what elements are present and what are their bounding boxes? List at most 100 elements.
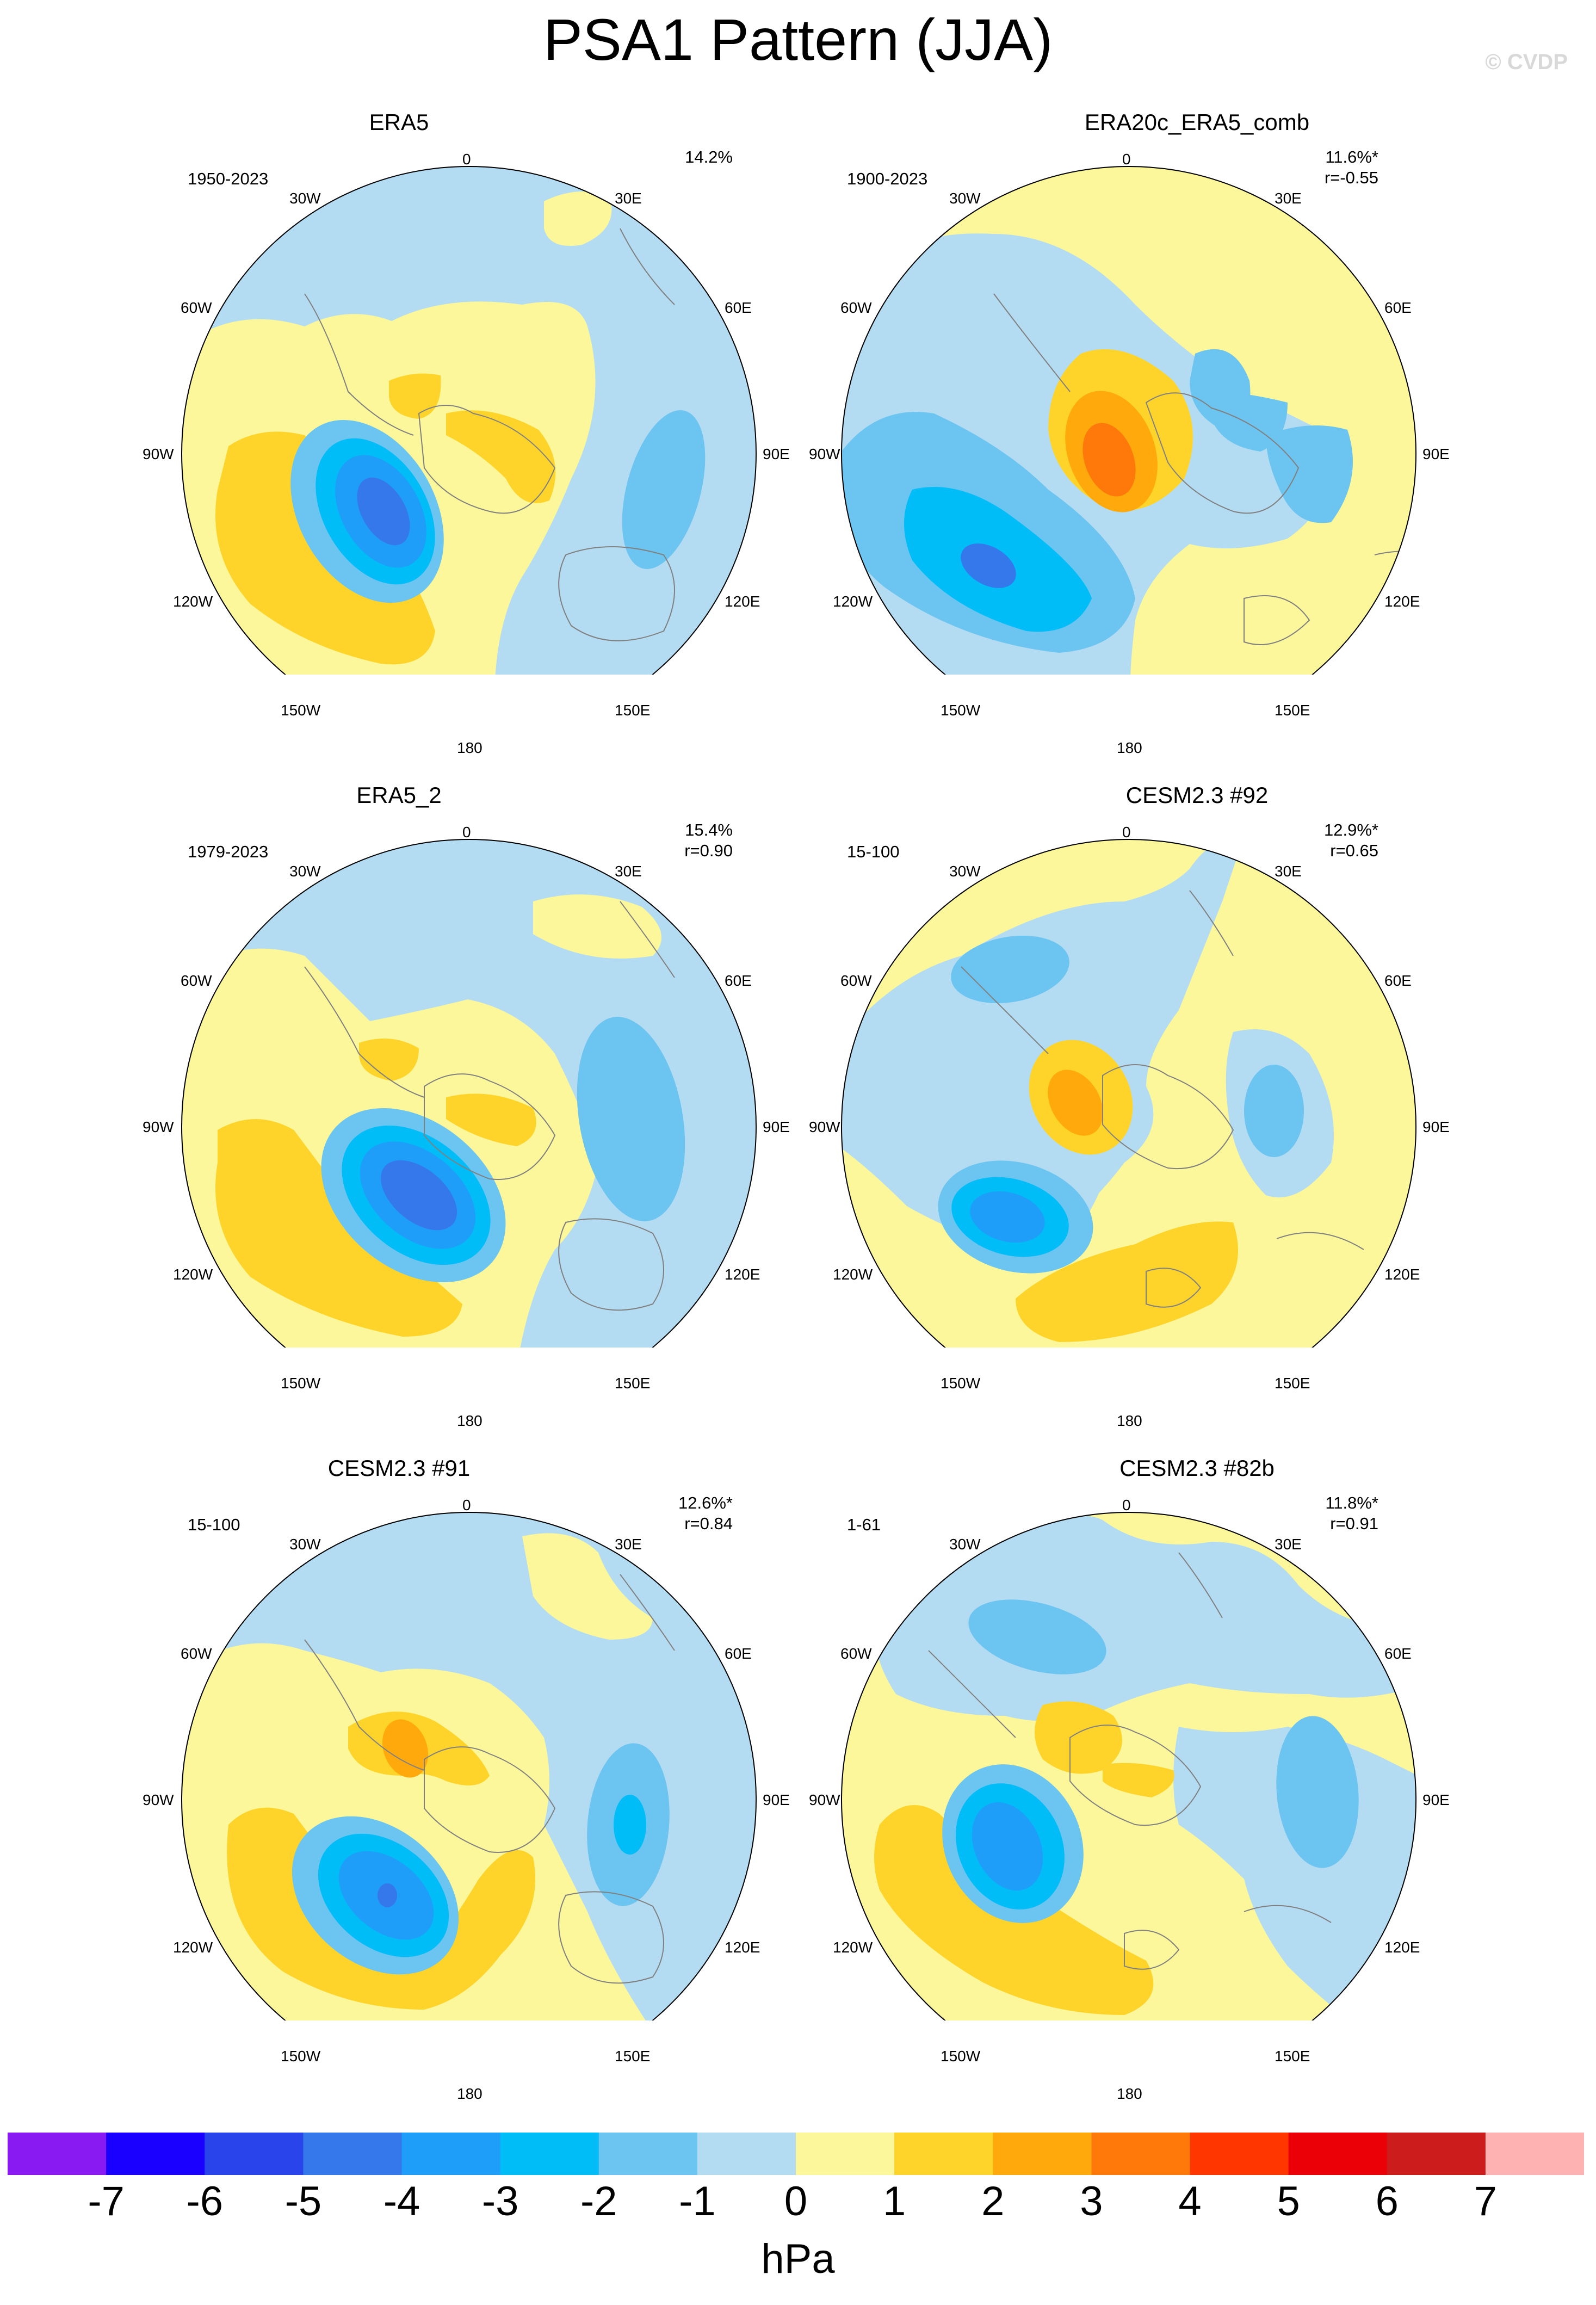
lon-label: 120E: [725, 1266, 760, 1283]
lon-label: 90W: [809, 446, 840, 462]
pattern-correlation: r=-0.55: [1324, 168, 1378, 187]
colorbar-tick-label: -7: [88, 2178, 125, 2224]
lon-label: 150W: [281, 1375, 321, 1392]
positive-anomaly-region: [544, 191, 612, 246]
panel-cesm23-92: CESM2.3 #92 15-100 12.9%* r=0.65 0 30E 60…: [798, 673, 1596, 1429]
lon-label: 0: [462, 1497, 471, 1513]
pattern-correlation: r=0.84: [684, 1514, 733, 1533]
negative-anomaly-region: [972, 1802, 1043, 1891]
lon-label: 30E: [1275, 863, 1302, 880]
variance-percent: 11.6%*: [1325, 147, 1378, 166]
coastlines: [304, 901, 675, 1311]
lon-label: 60E: [1384, 972, 1412, 989]
lon-label: 60W: [840, 972, 872, 989]
map-boundary: [181, 839, 757, 1348]
lon-label: 150E: [1275, 702, 1310, 719]
lon-label: 150E: [615, 702, 651, 719]
panel-era5-2: ERA5_2 1979-2023 15.4% r=0.90 0 30E 60E 9…: [0, 673, 798, 1429]
lon-label: 120E: [1384, 1266, 1420, 1283]
colorbar-tick-label: 1: [882, 2178, 906, 2224]
colorbar-tick-label: 4: [1178, 2178, 1202, 2224]
lon-label: 120W: [833, 593, 873, 610]
watermark: © CVDP: [1485, 50, 1568, 74]
pattern-correlation: r=0.90: [684, 841, 733, 860]
coastlines: [961, 890, 1364, 1308]
lon-label: 0: [462, 151, 471, 168]
lon-label: 90W: [143, 446, 174, 462]
lon-label: 30W: [289, 863, 321, 880]
coastlines: [304, 1574, 675, 1984]
variance-percent: 14.2%: [685, 147, 733, 166]
colorbar-box: [1387, 2133, 1486, 2175]
lon-label: 60E: [725, 972, 752, 989]
lon-label: 60W: [181, 1645, 212, 1662]
lon-label: 60W: [181, 299, 212, 316]
lon-label: 0: [1122, 824, 1131, 841]
colorbar-box: [1091, 2133, 1191, 2175]
lon-label: 30W: [289, 190, 321, 207]
negative-anomaly-region: [968, 1599, 1106, 1674]
positive-anomaly-region: [215, 1119, 462, 1337]
colorbar-box: [894, 2133, 993, 2175]
negative-anomaly-region: [577, 1017, 685, 1221]
panel-title: CESM2.3 #92: [1125, 782, 1269, 808]
lon-label: 180: [1117, 2085, 1142, 2102]
lon-label: 0: [1122, 1497, 1131, 1513]
coastlines: [304, 228, 675, 641]
negative-anomaly-region: [1244, 1065, 1304, 1157]
lon-label: 120W: [173, 593, 213, 610]
lon-label: 30E: [615, 1536, 642, 1553]
panel-title: ERA5: [369, 109, 429, 135]
pattern-correlation: r=0.65: [1330, 841, 1378, 860]
lon-label: 180: [457, 739, 482, 756]
positive-anomaly-region: [1048, 1070, 1103, 1136]
positive-anomaly-region: [382, 1719, 429, 1778]
lon-label: 30E: [615, 863, 642, 880]
lon-label: 60E: [1384, 299, 1412, 316]
positive-anomaly-region: [522, 1533, 653, 1640]
positive-anomaly-region: [1082, 423, 1136, 497]
colorbar: [8, 2133, 1584, 2175]
lon-label: 150W: [281, 702, 321, 719]
lon-label: 60W: [840, 1645, 872, 1662]
colorbar-box: [1485, 2133, 1584, 2175]
lon-label: 120E: [725, 593, 760, 610]
coastlines: [993, 228, 1416, 645]
map-boundary: [181, 1512, 757, 2020]
panel-title: CESM2.3 #82b: [1119, 1455, 1275, 1481]
lon-label: 90E: [763, 1791, 790, 1808]
stats-label: 15.4% r=0.90: [570, 820, 733, 861]
panel-era5: ERA5 1950-2023 14.2% 0 30E 60E 90E 120E …: [0, 0, 798, 756]
polar-map: [841, 166, 1416, 675]
lon-label: 150W: [941, 2048, 981, 2065]
lon-label: 120E: [1384, 1939, 1420, 1956]
lon-label: 180: [457, 1412, 482, 1429]
panel-era20c-era5-comb: ERA20c_ERA5_comb 1900-2023 11.6%* r=-0.55…: [798, 0, 1596, 756]
negative-anomaly-region: [378, 1883, 397, 1907]
lon-label: 0: [462, 824, 471, 841]
colorbar-box: [8, 2133, 107, 2175]
lon-label: 150W: [941, 702, 981, 719]
lon-label: 90W: [143, 1791, 174, 1808]
lon-label: 90E: [763, 446, 790, 462]
colorbar-tick-label: -1: [679, 2178, 716, 2224]
panel-cesm23-82b: CESM2.3 #82b 1-61 11.8%* r=0.91 0 30E 60E…: [798, 1346, 1596, 2102]
lon-label: 30E: [1275, 190, 1302, 207]
lon-label: 120E: [725, 1939, 760, 1956]
colorbar-tick-label: 3: [1080, 2178, 1103, 2224]
variance-percent: 12.9%*: [1324, 820, 1378, 839]
colorbar-tick-label: -2: [580, 2178, 617, 2224]
lon-label: 180: [1117, 1412, 1142, 1429]
lon-label: 120W: [833, 1939, 873, 1956]
colorbar-box: [106, 2133, 205, 2175]
polar-map: [181, 166, 757, 675]
colorbar-tick-label: 0: [784, 2178, 808, 2224]
period-label: 1900-2023: [847, 169, 928, 188]
lon-label: 150E: [615, 1375, 651, 1392]
colorbar-tick-label: -5: [284, 2178, 322, 2224]
lon-label: 30W: [289, 1536, 321, 1553]
colorbar-tick-label: 7: [1474, 2178, 1498, 2224]
lon-label: 90E: [1422, 1791, 1450, 1808]
polar-map: [181, 839, 757, 1348]
lon-label: 30W: [949, 863, 981, 880]
